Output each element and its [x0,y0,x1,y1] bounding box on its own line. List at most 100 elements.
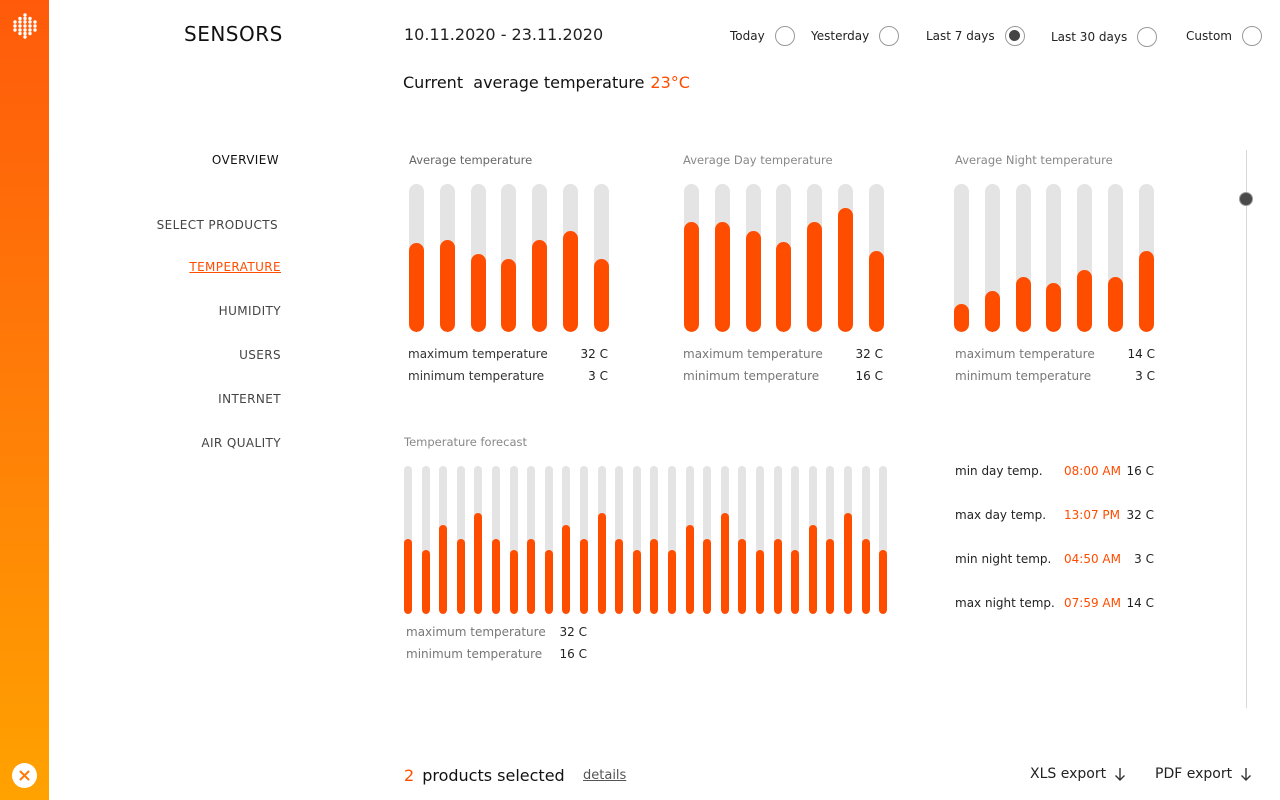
forecast-title: Temperature forecast [404,435,528,449]
forecast-detail-value: 14 C [1126,596,1154,610]
forecast-bar [597,466,606,614]
avg-night-temp-bar [1046,184,1062,332]
period-option-label: Last 7 days [926,29,995,43]
avg-day-temp-bar-fill [838,208,853,332]
sidebar-item-internet[interactable]: INTERNET [218,392,281,406]
avg-min-value: 3 C [588,369,608,383]
forecast-bar-fill [826,539,835,614]
avg-temp-bar [532,184,548,332]
forecast-bar-fill [844,513,852,614]
period-option-label: Yesterday [811,29,870,43]
radio-circle[interactable] [1004,26,1025,46]
avg-min-label: minimum temperature [408,369,545,383]
forecast-bar-fill [615,539,624,614]
avg-day-temp-bar-fill [745,231,761,332]
forecast-bar-fill [720,513,729,614]
forecast-bar [808,466,817,614]
forecast-bar-fill [879,550,888,614]
page-title: SENSORS [184,22,283,46]
period-option-label: Custom [1186,29,1232,43]
forecast-detail-label: max day temp. [955,508,1047,522]
sidebar-item-select-products[interactable]: SELECT PRODUCTS [156,218,278,232]
forecast-min-value: 16 C [559,647,587,661]
avg-night-temp-bar [984,184,1000,332]
avg-temp-bar-fill [532,240,548,332]
forecast-bar-fill [562,525,571,614]
forecast-bar-fill [456,539,465,614]
avg-day-temp-bar [807,184,823,332]
forecast-bar [756,466,764,614]
current-average-temperature: Current average temperature 23°C [403,73,690,92]
night-max-value: 14 C [1127,347,1155,361]
period-option-today[interactable]: Today [730,26,795,46]
forecast-bar-fill [668,550,676,614]
sidebar-item-air-quality[interactable]: AIR QUALITY [201,436,281,450]
sidebar-item-temperature[interactable]: TEMPERATURE [189,260,281,274]
date-range: 10.11.2020 - 23.11.2020 [404,25,604,44]
night-min-label: minimum temperature [955,369,1092,383]
products-selected: 2 products selected [404,766,565,785]
forecast-detail-time: 13:07 PM [1064,508,1120,522]
forecast-bar-fill [703,539,712,614]
scrollbar-handle[interactable] [1239,192,1253,206]
details-link[interactable]: details [583,768,627,783]
pdf-export-label: PDF export [1155,766,1233,782]
forecast-bar-fill [861,539,870,614]
avg-night-temp-bar [954,184,969,332]
radio-circle[interactable] [774,26,795,46]
forecast-bar [527,466,536,614]
avg-day-temp-bar [745,184,761,332]
avg-day-temp-bar-fill [776,242,792,332]
avg-night-temp-bar-fill [1077,270,1093,332]
sidebar-item-humidity[interactable]: HUMIDITY [218,304,281,318]
avg-temp-bar [501,184,517,332]
forecast-bar-fill [527,539,536,614]
avg-max-label: maximum temperature [408,347,548,361]
period-option-last-7-days[interactable]: Last 7 days [926,26,1025,46]
avg-day-temp-bar [684,184,699,332]
day-max-value: 32 C [855,347,883,361]
dots-grid-logo-icon[interactable] [12,13,38,39]
forecast-max-value: 32 C [559,625,587,639]
forecast-detail-time: 07:59 AM [1064,596,1121,610]
avg-temp-bar-fill [439,240,455,332]
forecast-bar [650,466,659,614]
period-option-custom[interactable]: Custom [1186,26,1262,46]
forecast-bar [421,466,430,614]
avg-day-temp-bar [714,184,730,332]
forecast-detail-value: 32 C [1126,508,1154,522]
avg-temp-bar [563,184,578,332]
avg-day-temp-bar-fill [807,222,823,332]
forecast-bar-fill [404,539,412,614]
forecast-detail-time: 04:50 AM [1064,552,1121,566]
forecast-bar [632,466,641,614]
radio-circle[interactable] [879,26,900,46]
avg-night-temp-bar-fill [984,291,1000,332]
avg-temp-title: Average temperature [409,153,533,167]
period-option-yesterday[interactable]: Yesterday [811,26,900,46]
radio-circle[interactable] [1241,26,1262,46]
forecast-bar [773,466,782,614]
nav-overview[interactable]: OVERVIEW [211,153,279,167]
period-option-last-30-days[interactable]: Last 30 days [1051,27,1158,47]
forecast-bar-fill [738,539,747,614]
avg-temp-bar-fill [563,231,578,332]
forecast-bar-fill [756,550,764,614]
avg-night-temp-bar [1108,184,1123,332]
forecast-bar-fill [650,539,659,614]
xls-export-label: XLS export [1030,766,1107,782]
avg-night-temp-bar-fill [1015,277,1031,332]
avg-temp-bar-fill [409,243,424,332]
products-selected-label: products selected [422,766,565,785]
forecast-detail-time: 08:00 AM [1064,464,1121,478]
period-option-label: Last 30 days [1051,30,1128,44]
radio-circle[interactable] [1137,27,1158,47]
forecast-bar [544,466,553,614]
forecast-bar-fill [509,550,518,614]
close-button[interactable] [12,763,37,788]
xls-export-button[interactable]: XLS export [1030,766,1126,782]
scrollbar-track[interactable] [1246,150,1247,708]
pdf-export-button[interactable]: PDF export [1155,766,1252,782]
sidebar-item-users[interactable]: USERS [239,348,281,362]
forecast-bar-fill [791,550,800,614]
